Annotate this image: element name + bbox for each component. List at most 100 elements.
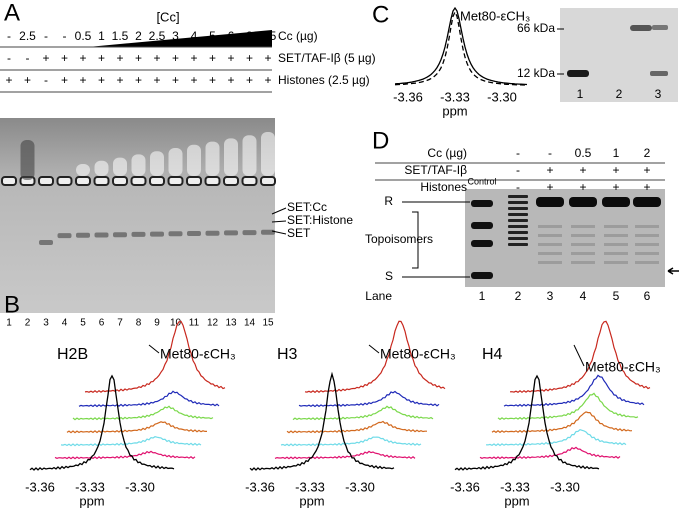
band: [571, 234, 595, 237]
cell: +: [246, 51, 253, 65]
tick-label: -3.30: [345, 479, 375, 494]
trace: [54, 450, 196, 460]
tick-label: -3.30: [550, 479, 580, 494]
lane-number: 7: [117, 318, 123, 329]
cell: 2: [135, 29, 142, 43]
tick-label: -3.33: [75, 479, 105, 494]
cell: +: [42, 51, 49, 65]
well: [1, 176, 17, 186]
trace: [66, 421, 207, 434]
row-label: Cc (µg): [427, 146, 467, 160]
trace: [29, 374, 175, 471]
marker-label: 66 kDa: [517, 21, 555, 35]
cell: +: [579, 163, 586, 177]
well: [167, 176, 184, 186]
lane-number: 1: [577, 87, 584, 101]
band-label: SET: [287, 226, 311, 240]
band: [508, 225, 528, 228]
tick-label: -3.36: [245, 479, 275, 494]
trace: [280, 436, 422, 447]
bracket-label: Topoisomers: [365, 232, 433, 246]
well: [38, 176, 54, 186]
trace: [249, 371, 395, 471]
trace: [274, 450, 416, 460]
band: [508, 213, 528, 216]
panel-label: A: [4, 0, 20, 26]
smear: [20, 140, 35, 180]
panel-label: D: [372, 127, 389, 154]
band: [567, 70, 589, 77]
smear: [94, 160, 109, 176]
spectrum-title: H4: [482, 346, 503, 363]
trace: [497, 392, 639, 421]
smear: [205, 141, 220, 176]
cell: +: [172, 73, 179, 87]
cell: 3: [172, 29, 179, 43]
cell: +: [135, 51, 142, 65]
lane-number: 3: [655, 87, 662, 101]
cell: +: [24, 73, 31, 87]
lane-number: 11: [189, 318, 200, 329]
smear: [113, 157, 127, 176]
cell: +: [98, 73, 105, 87]
band: [650, 71, 668, 76]
cell: -: [7, 29, 11, 43]
cell: -: [516, 146, 520, 160]
spectrum-title: H2B: [57, 346, 88, 363]
set-band: [94, 232, 109, 238]
lane-number: 2: [25, 318, 31, 329]
smear: [168, 148, 183, 176]
row-label: SET/TAF-Iβ: [404, 163, 467, 177]
band: [471, 222, 493, 229]
pointer: [148, 344, 160, 354]
trace: [286, 420, 427, 434]
cell: +: [612, 163, 619, 177]
axis-label: ppm: [79, 493, 104, 508]
tick-label: -3.36: [393, 89, 423, 104]
band: [471, 272, 493, 279]
trace: [394, 10, 528, 86]
control-label: Control: [467, 176, 496, 186]
cell: +: [209, 51, 216, 65]
lane-number: 3: [547, 289, 554, 303]
cell: +: [135, 73, 142, 87]
cell: +: [546, 180, 553, 194]
band: [538, 234, 562, 237]
cell: 1: [98, 29, 105, 43]
tick-label: -3.30: [125, 479, 155, 494]
cell: +: [264, 73, 271, 87]
lane-number: 4: [580, 289, 587, 303]
cell: +: [61, 51, 68, 65]
cell: +: [227, 73, 234, 87]
gradient-label: [Cc]: [156, 9, 179, 24]
tick-label: -3.33: [295, 479, 325, 494]
well: [204, 176, 221, 186]
spectrum-title: H3: [277, 346, 298, 363]
band: [652, 25, 668, 30]
trace: [454, 374, 600, 471]
cell: +: [612, 180, 619, 194]
band: [471, 200, 493, 207]
band-label: R: [384, 194, 393, 208]
lane-number: 4: [62, 318, 68, 329]
cell: -: [44, 73, 48, 87]
gel-d: [465, 189, 665, 287]
pointer: [368, 344, 380, 354]
band-label: SET:Histone: [287, 213, 353, 227]
cell: +: [209, 73, 216, 87]
pointer: [271, 207, 287, 215]
cell: +: [153, 73, 160, 87]
cell: 2.5: [149, 29, 166, 43]
trace: [292, 405, 434, 421]
annotation: Met80-εCH₃: [585, 359, 661, 375]
band-label: S: [385, 269, 393, 283]
row-label: Histones: [420, 180, 467, 194]
band: [635, 243, 659, 246]
lane-number: 5: [613, 289, 620, 303]
band: [508, 237, 528, 240]
set-band: [131, 231, 146, 237]
tick-label: -3.36: [25, 479, 55, 494]
cell: +: [190, 73, 197, 87]
band: [633, 197, 661, 207]
pointer: [271, 220, 287, 223]
